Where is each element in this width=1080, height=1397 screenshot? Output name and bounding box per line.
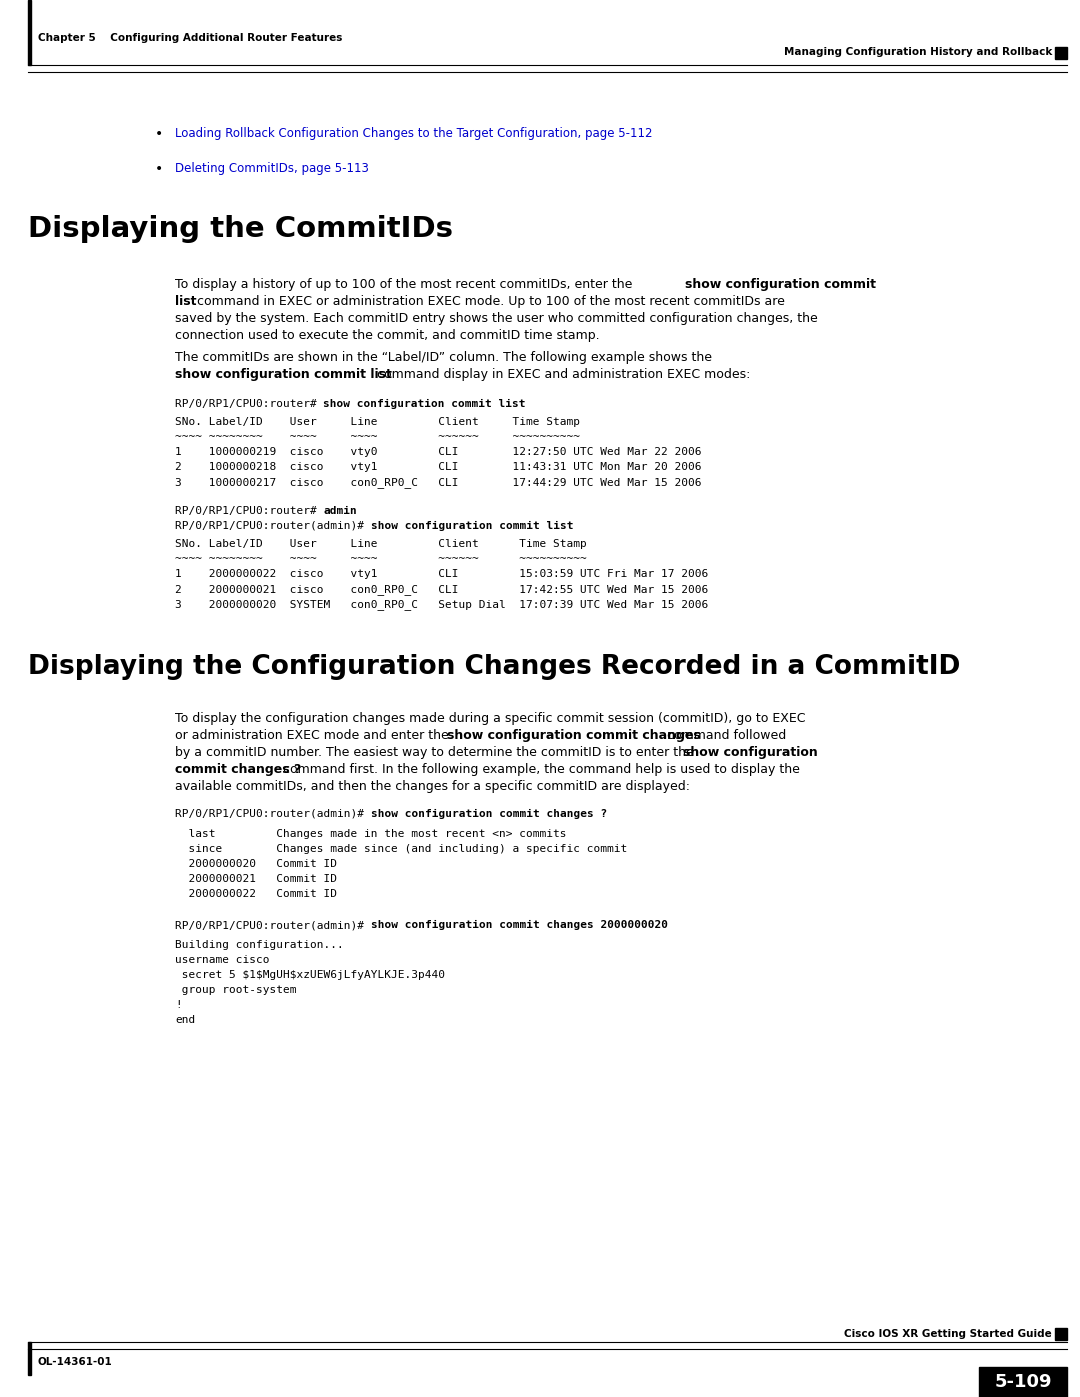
Text: by a commitID number. The easiest way to determine the commitID is to enter the: by a commitID number. The easiest way to… [175, 746, 698, 759]
Text: SNo. Label/ID    User     Line         Client      Time Stamp: SNo. Label/ID User Line Client Time Stam… [175, 539, 586, 549]
Bar [978, 1368, 1067, 1397]
Text: group root-system: group root-system [175, 985, 297, 995]
Text: SNo. Label/ID    User     Line         Client     Time Stamp: SNo. Label/ID User Line Client Time Stam… [175, 416, 580, 427]
Text: OL-14361-01: OL-14361-01 [38, 1356, 112, 1368]
Text: show configuration: show configuration [683, 746, 818, 759]
Text: ~~~~ ~~~~~~~~    ~~~~     ~~~~         ~~~~~~      ~~~~~~~~~~: ~~~~ ~~~~~~~~ ~~~~ ~~~~ ~~~~~~ ~~~~~~~~~… [175, 555, 586, 564]
Text: Displaying the Configuration Changes Recorded in a CommitID: Displaying the Configuration Changes Rec… [28, 654, 960, 680]
Text: command first. In the following example, the command help is used to display the: command first. In the following example,… [279, 763, 800, 775]
Text: 2    1000000218  cisco    vty1         CLI        11:43:31 UTC Mon Mar 20 2006: 2 1000000218 cisco vty1 CLI 11:43:31 UTC… [175, 462, 702, 472]
Text: show configuration commit changes ?: show configuration commit changes ? [372, 809, 607, 819]
Text: 1    2000000022  cisco    vty1         CLI         15:03:59 UTC Fri Mar 17 2006: 1 2000000022 cisco vty1 CLI 15:03:59 UTC… [175, 569, 708, 578]
Text: command in EXEC or administration EXEC mode. Up to 100 of the most recent commit: command in EXEC or administration EXEC m… [193, 295, 785, 307]
Text: Building configuration...: Building configuration... [175, 940, 343, 950]
Text: show configuration commit list: show configuration commit list [175, 367, 392, 381]
Text: RP/0/RP1/CPU0:router(admin)#: RP/0/RP1/CPU0:router(admin)# [175, 809, 370, 819]
Text: available commitIDs, and then the changes for a specific commitID are displayed:: available commitIDs, and then the change… [175, 780, 690, 793]
Text: last         Changes made in the most recent <n> commits: last Changes made in the most recent <n>… [175, 828, 567, 840]
Text: end: end [175, 1016, 195, 1025]
Text: •: • [156, 127, 163, 141]
Text: RP/0/RP1/CPU0:router#: RP/0/RP1/CPU0:router# [175, 400, 324, 409]
Text: saved by the system. Each commitID entry shows the user who committed configurat: saved by the system. Each commitID entry… [175, 312, 818, 326]
Text: ~~~~ ~~~~~~~~    ~~~~     ~~~~         ~~~~~~     ~~~~~~~~~~: ~~~~ ~~~~~~~~ ~~~~ ~~~~ ~~~~~~ ~~~~~~~~~… [175, 432, 580, 441]
Text: Loading Rollback Configuration Changes to the Target Configuration, page 5-112: Loading Rollback Configuration Changes t… [175, 127, 652, 140]
Bar [28, 0, 31, 66]
Text: secret 5 $1$MgUH$xzUEW6jLfyAYLKJE.3p440: secret 5 $1$MgUH$xzUEW6jLfyAYLKJE.3p440 [175, 970, 445, 981]
Text: 3    2000000020  SYSTEM   con0_RP0_C   Setup Dial  17:07:39 UTC Wed Mar 15 2006: 3 2000000020 SYSTEM con0_RP0_C Setup Dia… [175, 599, 708, 610]
Text: 2    2000000021  cisco    con0_RP0_C   CLI         17:42:55 UTC Wed Mar 15 2006: 2 2000000021 cisco con0_RP0_C CLI 17:42:… [175, 584, 708, 595]
Text: since        Changes made since (and including) a specific commit: since Changes made since (and including)… [175, 844, 627, 854]
Text: show configuration commit changes: show configuration commit changes [447, 729, 701, 742]
Text: To display a history of up to 100 of the most recent commitIDs, enter the: To display a history of up to 100 of the… [175, 278, 636, 291]
Text: 1    1000000219  cisco    vty0         CLI        12:27:50 UTC Wed Mar 22 2006: 1 1000000219 cisco vty0 CLI 12:27:50 UTC… [175, 447, 702, 457]
Text: command followed: command followed [663, 729, 786, 742]
Text: 2000000020   Commit ID: 2000000020 Commit ID [175, 859, 337, 869]
Text: username cisco: username cisco [175, 956, 270, 965]
Text: To display the configuration changes made during a specific commit session (comm: To display the configuration changes mad… [175, 712, 806, 725]
Text: Chapter 5    Configuring Additional Router Features: Chapter 5 Configuring Additional Router … [38, 34, 342, 43]
Text: show configuration commit changes 2000000020: show configuration commit changes 200000… [372, 921, 669, 930]
Text: Cisco IOS XR Getting Started Guide: Cisco IOS XR Getting Started Guide [845, 1329, 1052, 1338]
Text: Displaying the CommitIDs: Displaying the CommitIDs [28, 215, 453, 243]
Text: RP/0/RP1/CPU0:router(admin)#: RP/0/RP1/CPU0:router(admin)# [175, 521, 370, 531]
Text: show configuration commit: show configuration commit [685, 278, 876, 291]
Text: RP/0/RP1/CPU0:router#: RP/0/RP1/CPU0:router# [175, 506, 324, 515]
Text: show configuration commit list: show configuration commit list [323, 400, 526, 409]
Text: 5-109: 5-109 [995, 1373, 1052, 1391]
Bar [28, 1343, 31, 1375]
Text: Managing Configuration History and Rollback: Managing Configuration History and Rollb… [784, 47, 1052, 57]
Text: The commitIDs are shown in the “Label/ID” column. The following example shows th: The commitIDs are shown in the “Label/ID… [175, 351, 712, 365]
Text: •: • [156, 162, 163, 176]
Text: commit changes ?: commit changes ? [175, 763, 301, 775]
Text: 3    1000000217  cisco    con0_RP0_C   CLI        17:44:29 UTC Wed Mar 15 2006: 3 1000000217 cisco con0_RP0_C CLI 17:44:… [175, 476, 702, 488]
Text: show configuration commit list: show configuration commit list [372, 521, 573, 531]
Text: 2000000022   Commit ID: 2000000022 Commit ID [175, 888, 337, 900]
Bar [1055, 47, 1067, 59]
Text: command display in EXEC and administration EXEC modes:: command display in EXEC and administrati… [373, 367, 751, 381]
Text: 2000000021   Commit ID: 2000000021 Commit ID [175, 875, 337, 884]
Text: connection used to execute the commit, and commitID time stamp.: connection used to execute the commit, a… [175, 330, 599, 342]
Text: !: ! [175, 1000, 181, 1010]
Text: or administration EXEC mode and enter the: or administration EXEC mode and enter th… [175, 729, 453, 742]
Text: admin: admin [323, 506, 356, 515]
Text: list: list [175, 295, 197, 307]
Text: Deleting CommitIDs, page 5-113: Deleting CommitIDs, page 5-113 [175, 162, 369, 175]
Text: RP/0/RP1/CPU0:router(admin)#: RP/0/RP1/CPU0:router(admin)# [175, 921, 370, 930]
Bar [1055, 1329, 1067, 1340]
